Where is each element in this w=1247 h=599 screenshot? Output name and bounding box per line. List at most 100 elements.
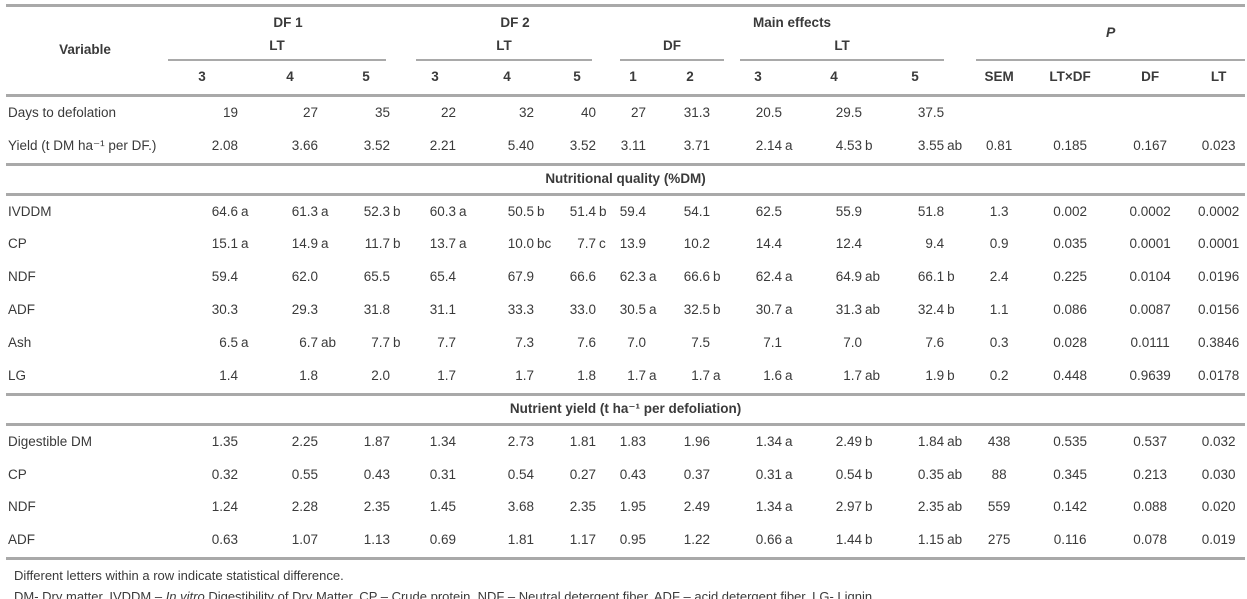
value-cell: 0.37 (683, 466, 711, 482)
col-header: 3 (732, 61, 805, 97)
value-cell: 11.7 b (364, 236, 401, 252)
stat-cell: 0.0002 (1129, 203, 1171, 219)
row-label: ADF (8, 302, 35, 318)
value-cell: 1.96 (683, 433, 711, 449)
value-cell: 10.2 (683, 236, 711, 252)
row-label: Digestible DM (8, 433, 93, 449)
footnote-abbr-pre: DM- Dry matter, IVDDM – (14, 588, 166, 599)
stat-cell: 0.0002 (1197, 203, 1240, 219)
value-cell: 0.54 b (835, 466, 873, 482)
value-cell: 0.69 (412, 524, 479, 561)
value-cell: 52.3 b (363, 203, 401, 219)
stat-cell: 2.4 (989, 269, 1009, 285)
value-cell: 61.3 a (291, 203, 329, 219)
value-cell: 7.6 (577, 335, 597, 350)
value-cell: 66.6 (569, 269, 597, 285)
value-cell: 2.35 (363, 499, 391, 515)
value-cell: 4.53 b (835, 137, 873, 153)
table-body: Days to defolation 19 27 35 22 32 40 27 31.3 20.5… (6, 95, 1246, 561)
col-header: 3 (164, 61, 260, 97)
value-cell: 1.7 ab (843, 367, 881, 383)
value-cell: 65.5 (363, 269, 391, 285)
stat-cell: 0.0178 (1197, 367, 1240, 383)
value-cell: 1.15 ab (884, 524, 967, 561)
value-cell: 62.3 a (619, 269, 657, 285)
value-cell: 1.7 (437, 367, 457, 383)
value-cell: 1.9 b (925, 367, 955, 383)
stat-cell: 559 (987, 499, 1011, 515)
value-cell: 27 (631, 104, 647, 120)
value-cell: 1.8 (577, 367, 597, 383)
value-cell: 5.40 (507, 137, 535, 153)
value-cell: 1.13 (340, 524, 413, 561)
value-cell: 31.3 (683, 104, 711, 120)
value-cell: 1.22 (668, 524, 733, 561)
value-cell: 54.1 (683, 203, 711, 219)
value-cell: 2.14 a (755, 137, 793, 153)
subgroup-header-lt-df2: LT (412, 35, 618, 61)
section-title: Nutrient yield (t ha⁻¹ per defoliation) (6, 392, 1246, 426)
col-header: 2 (668, 61, 733, 97)
value-cell: 62.4 a (755, 269, 793, 285)
value-cell: 1.81 (478, 524, 557, 561)
stat-cell (966, 95, 1032, 129)
stat-cell: 0.030 (1201, 466, 1236, 482)
value-cell: 7.7 (437, 335, 457, 350)
value-cell: 7.1 (763, 335, 783, 350)
value-cell: 19 (222, 104, 238, 120)
value-cell: 1.45 (429, 499, 457, 515)
stat-cell: 0.032 (1201, 433, 1236, 449)
group-header-main-effects: Main effects (753, 15, 832, 31)
value-cell: 30.3 (211, 302, 238, 318)
value-cell: 0.43 (619, 466, 647, 482)
value-cell: 0.43 (363, 466, 391, 482)
value-cell: 1.8 (299, 367, 318, 383)
value-cell: 3.68 (507, 499, 535, 515)
stat-cell: 0.0156 (1197, 302, 1240, 318)
value-cell: 2.35 ab (917, 499, 963, 515)
value-cell: 64.6 a (211, 203, 249, 219)
row-label: Days to defolation (8, 104, 117, 120)
table-row: IVDDM 64.6 a 61.3 a 52.3 b 60.3 a 50.5 b 51.4 b 59.4 5… (6, 194, 1245, 228)
stat-cell: 0.167 (1133, 137, 1167, 153)
table-row: CP 15.1 a 14.9 a 11.7 b 13.7 a 10.0 bc 7.7 c 13.9 10.2… (6, 228, 1245, 261)
value-cell: 6.7 ab (299, 335, 337, 350)
footnote-stat-difference: Different letters within a row indicate … (14, 568, 344, 584)
value-cell: 7.6 (925, 335, 945, 350)
stat-cell: 0.0087 (1129, 302, 1171, 318)
value-cell: 7.5 (691, 335, 711, 350)
value-cell: 3.52 (363, 137, 391, 153)
footnotes: Different letters within a row indicate … (6, 560, 1245, 599)
value-cell: 7.0 (627, 335, 647, 350)
table-row: NDF 59.4 62.0 65.5 65.4 67.9 66.6 62.3 a 66.6 b 62.… (6, 261, 1245, 294)
value-cell: 12.4 (835, 236, 863, 252)
stat-cell: 0.448 (1053, 367, 1087, 383)
col-header-df: DF (1108, 61, 1193, 97)
value-cell: 1.34 a (755, 499, 793, 515)
value-cell: 3.66 (291, 137, 318, 153)
stat-cell: 438 (987, 433, 1011, 449)
value-cell: 1.81 (569, 433, 597, 449)
value-cell: 1.87 (363, 433, 391, 449)
table-row: ADF 0.63 1.07 1.13 0.69 1.81 1.17 0.95 1.22 0.66 a… (6, 524, 1246, 561)
value-cell: 2.49 b (835, 433, 873, 449)
value-cell: 1.6 a (763, 367, 793, 383)
value-cell: 31.1 (429, 302, 457, 318)
value-cell: 2.21 (429, 137, 457, 153)
stat-cell (1192, 95, 1245, 129)
value-cell: 2.28 (291, 499, 318, 515)
table-row: Yield (t DM ha⁻¹ per DF.) 2.08 3.66 3.52 2.2… (6, 130, 1245, 164)
value-cell: 20.5 (755, 104, 783, 120)
stat-cell: 0.023 (1201, 137, 1236, 153)
value-cell: 2.49 (683, 499, 711, 515)
value-cell: 10.0 bc (507, 236, 552, 252)
stat-cell: 0.535 (1053, 433, 1087, 449)
row-label: NDF (8, 499, 36, 515)
table-row: LG 1.4 1.8 2.0 1.7 1.7 1.8 1.7 a 1.7 a 1.6 a 1.7 ab 1.9… (6, 360, 1245, 394)
value-cell: 32 (518, 104, 535, 120)
section-header-row: Nutritional quality (%DM) (6, 162, 1246, 196)
p-label: P (1105, 24, 1116, 41)
value-cell: 14.9 a (291, 236, 329, 252)
value-cell: 0.35 ab (917, 466, 963, 482)
value-cell: 31.8 (363, 302, 391, 318)
